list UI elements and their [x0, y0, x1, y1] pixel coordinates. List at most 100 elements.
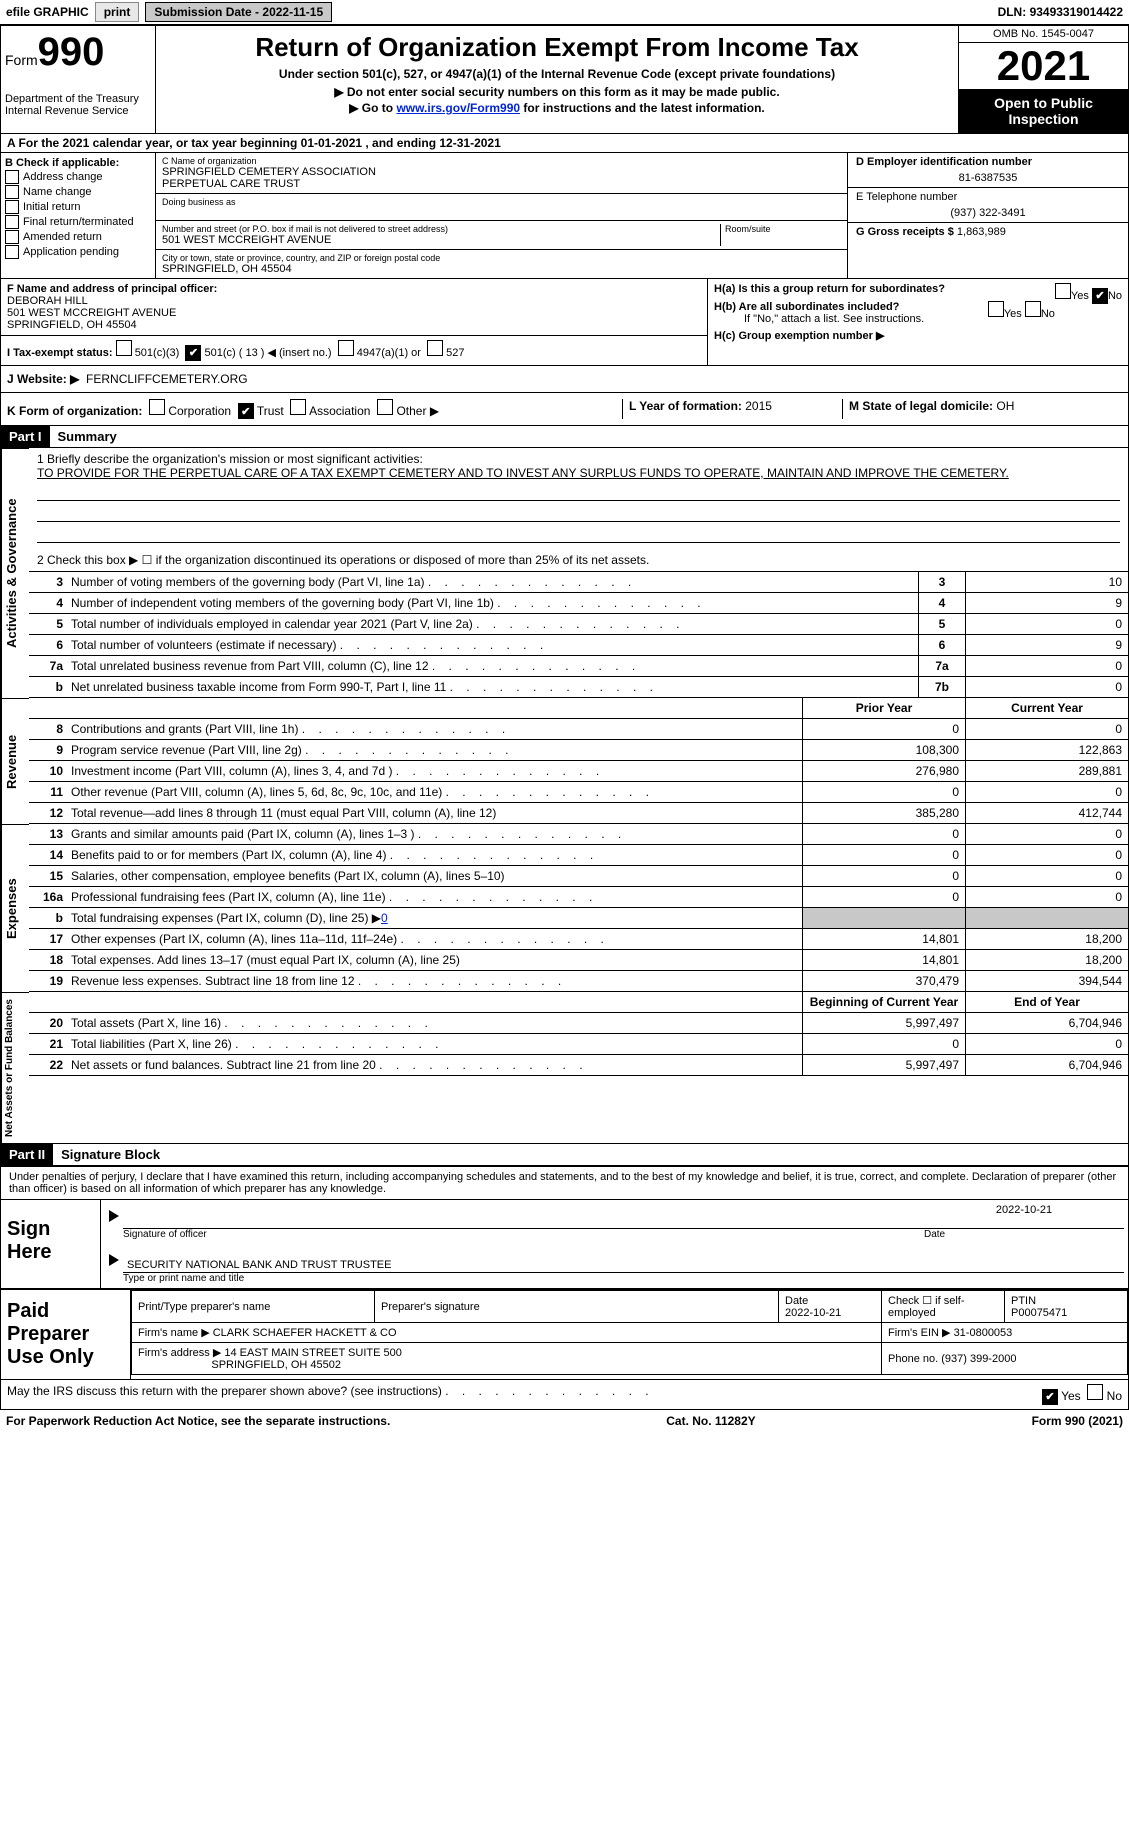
row-j-website: J Website: ▶ FERNCLIFFCEMETERY.ORG: [0, 366, 1129, 393]
caret-icon: [109, 1254, 119, 1266]
print-button[interactable]: print: [95, 2, 140, 22]
section-fhi: F Name and address of principal officer:…: [0, 279, 1129, 366]
firm-ein: 31-0800053: [954, 1327, 1013, 1339]
net-assets-table: Beginning of Current YearEnd of Year 20T…: [29, 992, 1128, 1076]
signature-block: Under penalties of perjury, I declare th…: [0, 1166, 1129, 1289]
discuss-no[interactable]: [1087, 1384, 1103, 1400]
year-formation: 2015: [745, 399, 772, 413]
open-to-public: Open to Public Inspection: [959, 89, 1128, 133]
dept-label: Department of the Treasury: [5, 75, 151, 105]
form-subtitle: Under section 501(c), 527, or 4947(a)(1)…: [162, 67, 952, 81]
governance-table: 3Number of voting members of the governi…: [29, 572, 1128, 698]
firm-phone: (937) 399-2000: [941, 1353, 1016, 1365]
paid-preparer-block: Paid Preparer Use Only Print/Type prepar…: [0, 1289, 1129, 1380]
chk-name-change[interactable]: Name change: [5, 185, 151, 199]
form-title: Return of Organization Exempt From Incom…: [162, 32, 952, 63]
hb-no[interactable]: [1025, 301, 1041, 317]
perjury-declaration: Under penalties of perjury, I declare th…: [1, 1167, 1128, 1199]
org-name-2: PERPETUAL CARE TRUST: [162, 178, 841, 190]
mission-text: TO PROVIDE FOR THE PERPETUAL CARE OF A T…: [37, 466, 1120, 480]
website-value: FERNCLIFFCEMETERY.ORG: [86, 372, 248, 386]
sign-here-label: Sign Here: [1, 1200, 101, 1288]
form990-link[interactable]: www.irs.gov/Form990: [396, 101, 520, 115]
vtab-net-assets: Net Assets or Fund Balances: [1, 992, 29, 1143]
part-2-title: Signature Block: [53, 1144, 168, 1165]
page-footer: For Paperwork Reduction Act Notice, see …: [0, 1410, 1129, 1432]
vtab-activities: Activities & Governance: [1, 448, 29, 698]
officer-signature-line[interactable]: [123, 1204, 924, 1229]
expenses-table: 13Grants and similar amounts paid (Part …: [29, 824, 1128, 992]
ha-yes[interactable]: [1055, 283, 1071, 299]
omb-number: OMB No. 1545-0047: [959, 26, 1128, 43]
chk-application-pending[interactable]: Application pending: [5, 245, 151, 259]
efile-label: efile GRAPHIC: [6, 5, 89, 19]
form-header: Form990 Department of the Treasury Inter…: [0, 25, 1129, 134]
mission-block: 1 Briefly describe the organization's mi…: [29, 448, 1128, 572]
discuss-row: May the IRS discuss this return with the…: [0, 1380, 1129, 1410]
chk-final-return[interactable]: Final return/terminated: [5, 215, 151, 229]
org-address: 501 WEST MCCREIGHT AVENUE: [162, 234, 716, 246]
header-right: OMB No. 1545-0047 2021 Open to Public In…: [958, 26, 1128, 133]
footer-left: For Paperwork Reduction Act Notice, see …: [6, 1414, 390, 1428]
chk-501c[interactable]: ✔: [185, 345, 201, 361]
state-domicile: OH: [996, 399, 1014, 413]
chk-address-change[interactable]: Address change: [5, 170, 151, 184]
summary-section: Activities & Governance 1 Briefly descri…: [0, 448, 1129, 1143]
submission-date-box: Submission Date - 2022-11-15: [145, 2, 332, 22]
col-c-org-info: C Name of organization SPRINGFIELD CEMET…: [156, 153, 848, 278]
tax-year: 2021: [959, 43, 1128, 89]
firm-name: CLARK SCHAEFER HACKETT & CO: [213, 1327, 397, 1339]
chk-initial-return[interactable]: Initial return: [5, 200, 151, 214]
footer-center: Cat. No. 11282Y: [666, 1414, 755, 1428]
org-city: SPRINGFIELD, OH 45504: [162, 263, 841, 275]
row-a-tax-year: A For the 2021 calendar year, or tax yea…: [0, 134, 1129, 153]
gross-receipts: 1,863,989: [957, 226, 1006, 238]
row-klm: K Form of organization: Corporation ✔ Tr…: [0, 393, 1129, 427]
officer-name: DEBORAH HILL: [7, 295, 701, 307]
chk-amended-return[interactable]: Amended return: [5, 230, 151, 244]
col-b-checkboxes: B Check if applicable: Address change Na…: [1, 153, 156, 278]
fundraising-link[interactable]: 0: [381, 911, 388, 925]
part-2-label: Part II: [1, 1144, 53, 1165]
chk-527[interactable]: [427, 340, 443, 356]
chk-4947[interactable]: [338, 340, 354, 356]
part-2-bar: Part II Signature Block: [0, 1143, 1129, 1166]
header-left: Form990 Department of the Treasury Inter…: [1, 26, 156, 133]
ptin-value: P00075471: [1011, 1307, 1067, 1319]
vtab-expenses: Expenses: [1, 824, 29, 992]
discuss-yes[interactable]: ✔: [1042, 1389, 1058, 1405]
firm-addr1: 14 EAST MAIN STREET SUITE 500: [224, 1347, 402, 1359]
revenue-table: Prior YearCurrent Year 8Contributions an…: [29, 698, 1128, 824]
chk-corporation[interactable]: [149, 399, 165, 415]
header-center: Return of Organization Exempt From Incom…: [156, 26, 958, 133]
name-title-line: SECURITY NATIONAL BANK AND TRUST TRUSTEE: [123, 1248, 1124, 1273]
footer-right: Form 990 (2021): [1032, 1414, 1123, 1428]
form-note2: ▶ Go to www.irs.gov/Form990 for instruct…: [162, 101, 952, 115]
paid-preparer-label: Paid Preparer Use Only: [1, 1290, 131, 1379]
ha-no[interactable]: ✔: [1092, 288, 1108, 304]
chk-self-employed[interactable]: Check ☐ if self-employed: [882, 1291, 1005, 1323]
chk-trust[interactable]: ✔: [238, 403, 254, 419]
chk-501c3[interactable]: [116, 340, 132, 356]
part-1-bar: Part I Summary: [0, 426, 1129, 448]
org-name-1: SPRINGFIELD CEMETERY ASSOCIATION: [162, 166, 841, 178]
dln-label: DLN: 93493319014422: [998, 5, 1123, 19]
officer-addr: 501 WEST MCCREIGHT AVENUE: [7, 307, 701, 319]
ein-value: 81-6387535: [856, 168, 1120, 184]
chk-other[interactable]: [377, 399, 393, 415]
vtab-revenue: Revenue: [1, 698, 29, 824]
sig-date: 2022-10-21: [924, 1204, 1124, 1229]
prep-date: 2022-10-21: [785, 1307, 841, 1319]
chk-association[interactable]: [290, 399, 306, 415]
form-note1: ▶ Do not enter social security numbers o…: [162, 85, 952, 99]
top-toolbar: efile GRAPHIC print Submission Date - 20…: [0, 0, 1129, 25]
section-bcd: B Check if applicable: Address change Na…: [0, 153, 1129, 279]
officer-city: SPRINGFIELD, OH 45504: [7, 319, 701, 331]
irs-label: Internal Revenue Service: [5, 105, 151, 117]
caret-icon: [109, 1210, 119, 1222]
part-1-title: Summary: [50, 426, 125, 447]
firm-addr2: SPRINGFIELD, OH 45502: [211, 1359, 341, 1371]
part-1-label: Part I: [1, 426, 50, 447]
col-d-ein-phone: D Employer identification number 81-6387…: [848, 153, 1128, 278]
hb-yes[interactable]: [988, 301, 1004, 317]
